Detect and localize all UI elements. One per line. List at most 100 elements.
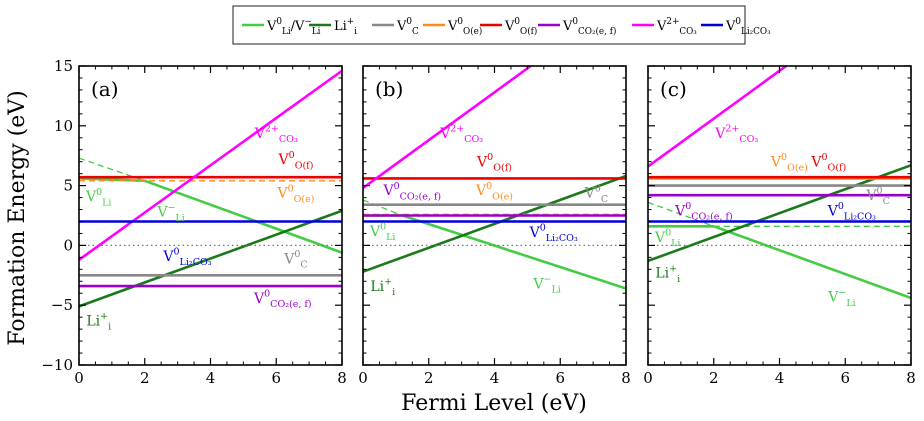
label-sup: 0 — [514, 17, 520, 27]
annotation-3: V0Li — [85, 187, 112, 209]
annotation-0: V2+CO₃ — [714, 123, 758, 145]
series-line-8 — [363, 66, 533, 190]
label-main: V — [156, 205, 168, 221]
label-main: V — [382, 183, 394, 199]
label-sup: − — [838, 287, 846, 298]
label-sup: + — [347, 17, 354, 27]
label-sub: C — [601, 194, 608, 205]
label-sub: O(f) — [520, 26, 537, 37]
label-sub: Li — [175, 213, 184, 224]
label-sub: CO₂(e, f) — [578, 26, 616, 37]
label-sub: Li — [386, 232, 395, 243]
label-sub: i — [354, 27, 357, 37]
label-sup: 0 — [487, 152, 493, 163]
annotation-6: V0Li₂CO₃ — [529, 223, 578, 245]
annotation-6: V0C — [283, 249, 307, 271]
label-main: V — [674, 204, 686, 220]
annotation-2: V0O(e) — [276, 183, 314, 205]
legend-label-7: V0Li₂CO₃ — [725, 17, 771, 37]
label-sup: 2+ — [265, 123, 279, 134]
label-sup: 0 — [380, 222, 386, 233]
label-sub: CO₃ — [279, 134, 298, 145]
label-main: V — [447, 19, 458, 34]
label-sub: CO₃ — [679, 27, 697, 37]
label-sup: 0 — [572, 17, 578, 27]
annotation-1: V0O(f) — [476, 152, 512, 174]
label-sup: − — [543, 274, 551, 285]
series-group — [363, 66, 626, 290]
label-sup: + — [669, 263, 677, 274]
label-sup: 2+ — [450, 123, 464, 134]
label-main: V — [770, 154, 782, 170]
annotation-7: Li+i — [655, 263, 680, 285]
label-sub: i — [108, 322, 111, 333]
annotation-5: V0Li — [369, 222, 396, 244]
y-tick-label: −5 — [51, 296, 73, 314]
x-tick-label: 2 — [424, 369, 434, 387]
label-main: V — [266, 19, 277, 34]
label-main: V — [439, 126, 451, 142]
label-main: Li — [370, 279, 384, 295]
label-main: V — [827, 204, 839, 220]
x-tick-label: 0 — [74, 369, 84, 387]
label-main: Li — [334, 19, 347, 34]
series-line-4 — [648, 164, 911, 263]
plot-frame — [78, 65, 343, 366]
x-tick-label: 8 — [621, 369, 631, 387]
x-axis-label: Fermi Level (eV) — [401, 391, 587, 416]
annotation-4: V0CO₂(e, f) — [674, 201, 733, 223]
label-main: V — [865, 188, 877, 204]
label-sup: 0 — [294, 249, 300, 260]
label-sub: CO₃ — [464, 134, 483, 145]
legend: V0Li/V−Li Li+i V0C V0O(e) V0O(f) V0CO₂(e, f) V… — [232, 5, 771, 45]
label-sup: 0 — [540, 223, 546, 234]
label-sup: 0 — [276, 17, 282, 27]
annotation-8: V−Li — [532, 274, 560, 296]
series-line-8 — [79, 69, 342, 261]
x-tick-label: 4 — [775, 369, 785, 387]
label-sub: O(f) — [493, 163, 512, 174]
annotation-1: V0O(f) — [278, 150, 314, 172]
label-sup: 0 — [174, 247, 180, 258]
label-main: V — [254, 126, 266, 142]
label-sub: CO₂(e, f) — [691, 212, 732, 223]
annotation-3: V0C — [865, 186, 889, 208]
label-sup: 0 — [289, 150, 295, 161]
label-sub: i — [392, 287, 395, 298]
x-tick-label: 0 — [643, 369, 653, 387]
legend-label-5: V0CO₂(e, f) — [562, 17, 616, 37]
label-sup: + — [100, 311, 108, 322]
label-main2: /V — [291, 19, 305, 34]
panel-label: (a) — [91, 77, 119, 101]
annotation-8: V−Li — [827, 287, 855, 309]
label-sub: O(e) — [463, 26, 482, 37]
x-tick-label: 8 — [906, 369, 916, 387]
legend-label-1: Li+i — [334, 17, 357, 37]
series-line-2 — [79, 157, 146, 182]
label-main: V — [562, 19, 573, 34]
legend-label-0: V0Li/V−Li — [266, 17, 321, 37]
label-main: V — [529, 225, 541, 241]
annotation-7: Li+i — [370, 277, 395, 299]
label-main: V — [475, 183, 487, 199]
annotation-6: V0Li — [654, 228, 681, 250]
label-sub: Li — [671, 238, 680, 249]
label-sub: O(f) — [295, 160, 314, 171]
x-tick-label: 6 — [555, 369, 565, 387]
annotation-2: V0CO₂(e, f) — [382, 181, 441, 203]
label-sub: O(e) — [294, 194, 315, 205]
legend-label-2: V0C — [396, 17, 419, 37]
label-sup: 0 — [821, 152, 827, 163]
label-sub: O(f) — [828, 163, 847, 174]
label-main: V — [827, 290, 839, 306]
x-tick-label: 0 — [358, 369, 368, 387]
label-main: V — [276, 186, 288, 202]
series-line-2 — [363, 199, 403, 217]
x-tick-label: 8 — [337, 369, 347, 387]
panel-label: (b) — [375, 77, 403, 101]
x-tick-label: 2 — [709, 369, 719, 387]
x-tick-label: 4 — [490, 369, 500, 387]
y-tick-label: 15 — [54, 57, 73, 75]
annotation-8: Li+i — [86, 311, 111, 333]
